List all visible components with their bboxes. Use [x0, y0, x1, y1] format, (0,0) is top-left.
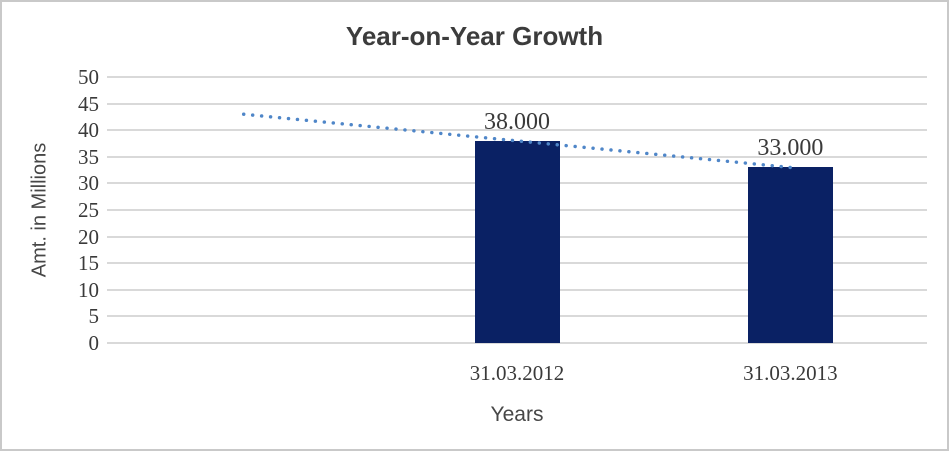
y-tick-label: 45 — [78, 91, 99, 116]
y-tick-label: 20 — [78, 224, 99, 249]
x-tick-label: 31.03.2012 — [469, 361, 565, 385]
y-tick-label: 15 — [78, 251, 99, 276]
gridline — [107, 102, 927, 105]
y-tick-label: 25 — [78, 198, 99, 222]
y-tick-label: 30 — [78, 171, 99, 196]
y-tick-label: 0 — [88, 331, 100, 355]
bar-value-label: 33.000 — [757, 135, 824, 162]
y-tick-label: 50 — [78, 65, 99, 89]
chart-title: Year-on-Year Growth — [345, 21, 604, 51]
gridline — [107, 342, 927, 344]
x-axis-title: Years — [490, 403, 544, 426]
y-tick-label: 40 — [78, 118, 99, 143]
y-tick-label: 5 — [88, 304, 100, 329]
bar — [747, 167, 833, 343]
x-tick-label: 31.03.2013 — [743, 361, 838, 385]
y-tick-label: 35 — [78, 144, 99, 169]
bar-value-label: 38.000 — [484, 108, 550, 135]
gridline — [107, 76, 927, 78]
y-tick-label: 10 — [78, 277, 99, 302]
bar — [474, 140, 560, 343]
